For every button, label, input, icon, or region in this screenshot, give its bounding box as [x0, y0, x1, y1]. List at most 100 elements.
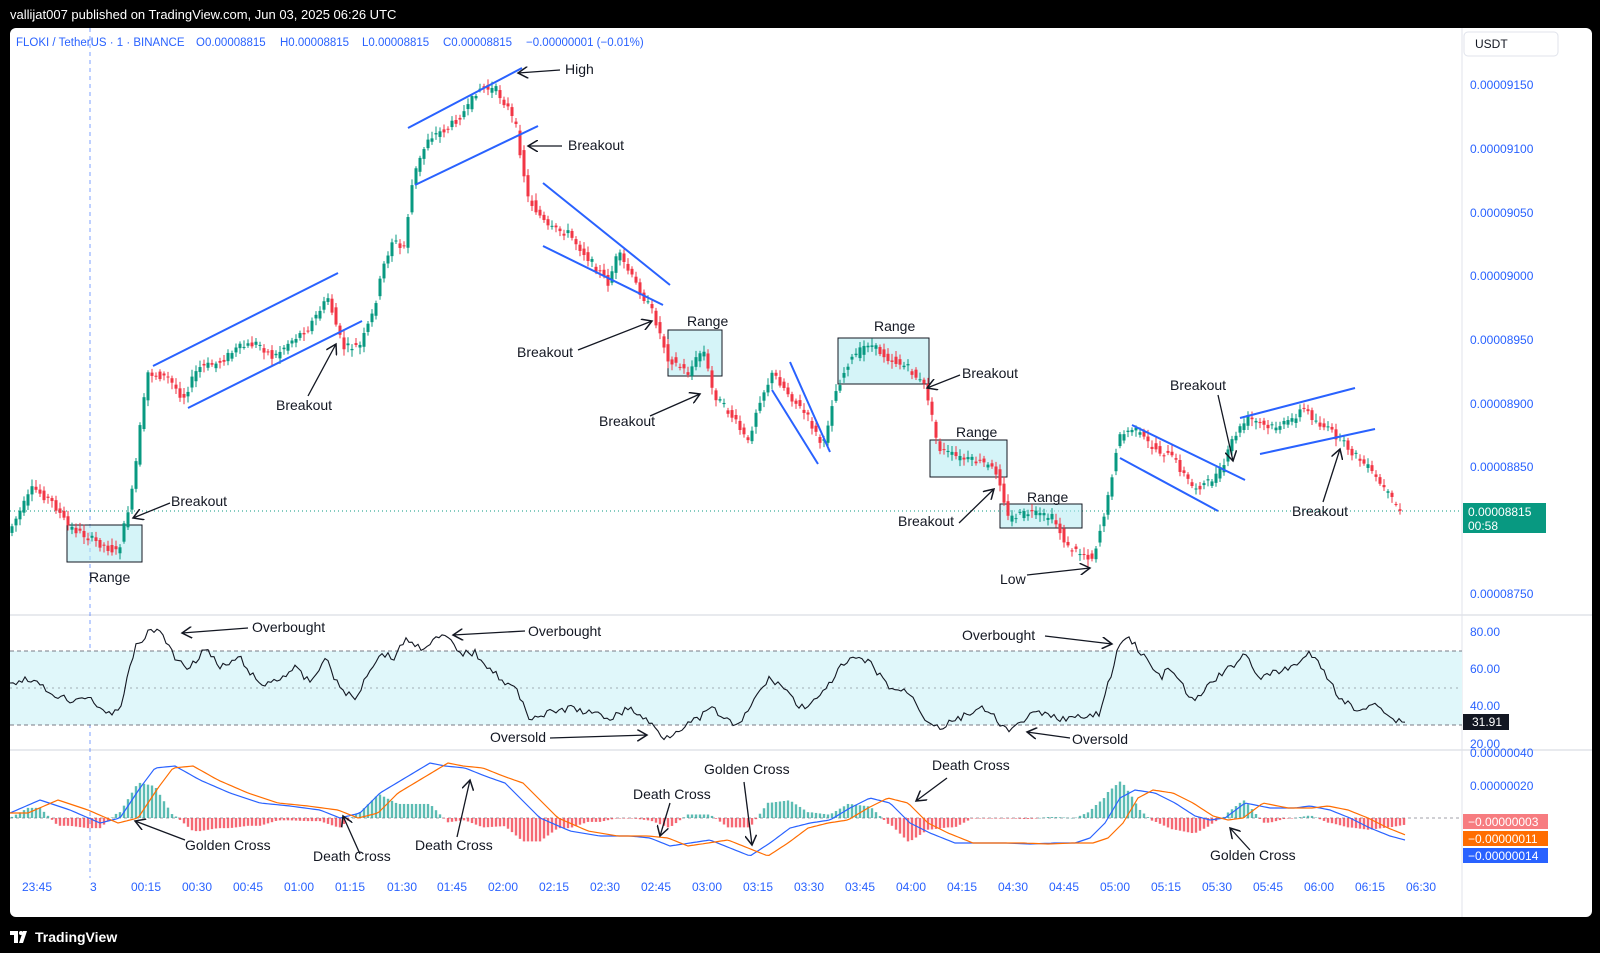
- macd-bar: [442, 818, 446, 819]
- macd-bar: [298, 818, 302, 821]
- candle-body: [14, 518, 18, 526]
- macd-bar: [1002, 818, 1006, 819]
- trendline[interactable]: [1259, 428, 1376, 455]
- trendline[interactable]: [187, 320, 363, 409]
- annotation-arrow: [1044, 635, 1112, 644]
- macd-bar: [1034, 818, 1038, 819]
- macd-bar: [278, 818, 282, 821]
- macd-bar: [1066, 817, 1070, 819]
- candle-body: [1150, 446, 1154, 449]
- macd-bar: [402, 803, 406, 818]
- time-tick: 00:30: [182, 880, 212, 894]
- macd-bar: [206, 818, 210, 830]
- trendline[interactable]: [1239, 387, 1356, 419]
- candle-body: [642, 292, 646, 301]
- macd-bar: [878, 816, 882, 818]
- candle-body: [1062, 528, 1066, 543]
- candle-body: [450, 120, 454, 128]
- symbol-name[interactable]: FLOKI / TetherUS · 1 · BINANCE: [16, 37, 185, 49]
- macd-bar: [1398, 818, 1402, 826]
- candle-body: [1354, 452, 1358, 454]
- candle-body: [90, 535, 94, 538]
- candle-body: [854, 353, 858, 356]
- range-box[interactable]: [999, 503, 1083, 529]
- macd-bar: [362, 808, 366, 818]
- chart-frame[interactable]: High Breakout Breakout Range Breakout Br…: [10, 28, 1592, 917]
- macd-bar: [1078, 815, 1082, 818]
- time-tick: 3: [90, 880, 97, 894]
- candle-body: [1370, 465, 1374, 472]
- trendline[interactable]: [771, 389, 819, 465]
- macd-bar: [938, 818, 942, 829]
- trendline[interactable]: [542, 182, 671, 286]
- candle-body: [1362, 459, 1366, 464]
- macd-bar: [818, 813, 822, 818]
- chart-canvas[interactable]: High Breakout Breakout Range Breakout Br…: [10, 28, 1592, 917]
- currency-button[interactable]: [1463, 31, 1559, 57]
- macd-bar: [162, 801, 166, 818]
- candle-body: [1366, 464, 1370, 468]
- time-tick: 04:15: [947, 880, 977, 894]
- macd-bar: [1326, 818, 1330, 823]
- candle-body: [1170, 451, 1174, 456]
- macd-bar: [142, 783, 146, 818]
- macd-bar: [290, 818, 294, 821]
- trendline[interactable]: [414, 125, 539, 186]
- label-breakout: Breakout: [1292, 503, 1348, 519]
- candle-body: [10, 526, 14, 533]
- candle-body: [82, 530, 86, 538]
- candle-body: [1178, 460, 1182, 472]
- ohlc-close: C0.00008815: [443, 37, 512, 49]
- macd-bar: [210, 818, 214, 830]
- candle-body: [962, 457, 966, 460]
- macd-bar: [1238, 802, 1242, 818]
- candle-body: [1078, 554, 1082, 556]
- trendline[interactable]: [407, 67, 523, 129]
- candle-body: [278, 351, 282, 359]
- macd-bar: [1202, 818, 1206, 829]
- candle-body: [18, 510, 22, 520]
- trendline[interactable]: [1119, 457, 1219, 512]
- candle-body: [38, 489, 42, 494]
- label-breakout: Breakout: [568, 137, 624, 153]
- candle-body: [714, 390, 718, 401]
- candle-body: [494, 86, 498, 92]
- candle-body: [586, 252, 590, 261]
- candle-body: [858, 347, 862, 359]
- macd-bar: [1134, 803, 1138, 818]
- time-axis[interactable]: 23:45 3 00:15 00:30 00:45 01:00 01:15 01:30 01:4…: [22, 880, 1436, 894]
- candle-body: [1050, 513, 1054, 520]
- macd-bar: [434, 810, 438, 818]
- trendline[interactable]: [542, 245, 664, 306]
- candle-body: [454, 120, 458, 124]
- candle-body: [1290, 418, 1294, 422]
- annotation-arrow: [577, 321, 652, 351]
- macd-bar: [166, 807, 170, 818]
- trendline[interactable]: [152, 272, 339, 367]
- macd-bar: [1138, 809, 1142, 818]
- candle-body: [326, 298, 330, 302]
- macd-bar: [970, 818, 974, 819]
- candle-body: [1070, 550, 1074, 552]
- macd-bar: [1250, 809, 1254, 818]
- macd-bar: [734, 818, 738, 828]
- tradingview-logo[interactable]: TradingView: [10, 929, 117, 945]
- macd-bar: [302, 818, 306, 821]
- label-breakout: Breakout: [599, 413, 655, 429]
- macd-bar: [1354, 818, 1358, 829]
- candle-body: [106, 545, 110, 551]
- candle-body: [1002, 483, 1006, 503]
- last-price-badge: [1463, 503, 1546, 533]
- trendline[interactable]: [1131, 424, 1246, 481]
- range-box[interactable]: [667, 329, 723, 377]
- macd-bar: [798, 806, 802, 818]
- candle-body: [402, 245, 406, 247]
- macd-bar: [658, 818, 662, 825]
- candle-body: [698, 353, 702, 362]
- macd-bar: [1186, 818, 1190, 833]
- trendline[interactable]: [789, 361, 831, 453]
- candle-body: [422, 149, 426, 159]
- candle-body: [778, 377, 782, 386]
- macd-bar: [10, 816, 14, 818]
- candle-body: [1154, 443, 1158, 450]
